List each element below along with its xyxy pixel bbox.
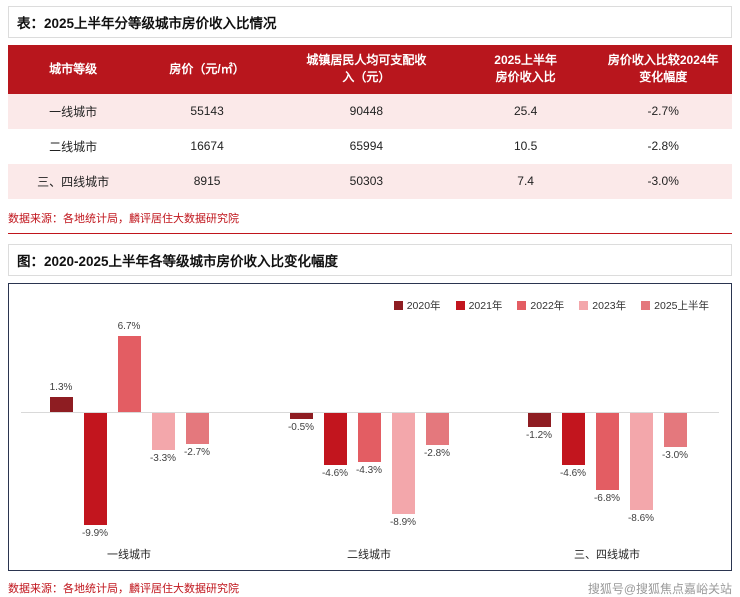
cell-price: 16674	[190, 139, 224, 154]
cell-price: 8915	[193, 174, 221, 189]
legend-item: 2021年	[455, 298, 503, 313]
bar-value-label: -1.2%	[525, 429, 553, 441]
bar-segment	[595, 412, 619, 490]
chart-category-label: 三、四线城市	[574, 548, 640, 561]
table-row: 一线城市 55143 90448 25.4 -2.7%	[8, 93, 732, 129]
bar-segment	[391, 412, 415, 514]
table-row: 二线城市 16674 65994 10.5 -2.8%	[8, 128, 732, 164]
bar-value-label: -8.6%	[627, 512, 655, 524]
bar-segment	[425, 412, 449, 445]
bar-segment	[357, 412, 381, 462]
cell-tier: 一线城市	[49, 104, 98, 119]
legend-item: 2023年	[579, 298, 626, 313]
watermark-text: 搜狐号@搜狐焦点嘉峪关站	[587, 581, 732, 596]
price-income-table: 城市等级 房价（元/㎡） 城镇居民人均可支配收 入（元） 2025上半年 房价收…	[8, 45, 732, 199]
chart-category-label: 二线城市	[347, 548, 391, 561]
bar-value-label: -2.8%	[423, 447, 451, 459]
table-source-note: 数据来源：各地统计局，麟评居住大数据研究院	[8, 212, 239, 225]
legend-swatch	[517, 300, 527, 310]
cell-change: -2.7%	[647, 104, 679, 119]
bar-value-label: -8.9%	[389, 516, 417, 528]
col-header-ratio: 2025上半年 房价收入比	[456, 45, 595, 94]
bar-value-label: -4.3%	[355, 464, 383, 476]
table-header-row: 城市等级 房价（元/㎡） 城镇居民人均可支配收 入（元） 2025上半年 房价收…	[8, 45, 732, 94]
col-header-income: 城镇居民人均可支配收 入（元）	[275, 45, 457, 94]
legend-label: 2025上半年	[654, 299, 709, 312]
chart-title: 图：2020-2025上半年各等级城市房价收入比变化幅度	[8, 243, 732, 276]
bar-segment	[561, 412, 585, 465]
bar-value-label: -3.0%	[661, 449, 689, 461]
cell-ratio: 7.4	[517, 174, 534, 189]
bar-segment	[629, 412, 653, 510]
chart-plot: 1.3% -9.9% 6.7% -3.3% -2.7% 一线城市 -0.5% -4.6% -4.…	[9, 284, 731, 570]
bar-segment	[117, 335, 141, 412]
col-header-city-tier: 城市等级	[8, 45, 139, 94]
bar-chart: 2020年 2021年 2022年 2023年 2025上半年 1.3% -9.9% 6.7…	[8, 282, 732, 571]
cell-income: 90448	[349, 104, 384, 119]
cell-price: 55143	[190, 104, 224, 119]
table-row: 三、四线城市 8915 50303 7.4 -3.0%	[8, 163, 732, 199]
bar-segment	[663, 412, 687, 447]
bar-value-label: 1.3%	[49, 381, 73, 393]
cell-income: 50303	[349, 174, 384, 189]
cell-income: 65994	[349, 139, 384, 154]
bar-value-label: -3.3%	[149, 452, 177, 464]
legend-swatch	[393, 300, 403, 310]
legend-item: 2025上半年	[641, 298, 709, 313]
bar-value-label: 6.7%	[117, 320, 141, 332]
bar-value-label: -4.6%	[559, 467, 587, 479]
bar-segment	[527, 412, 551, 427]
legend-label: 2021年	[468, 299, 503, 312]
cell-change: -3.0%	[647, 174, 679, 189]
col-header-change: 房价收入比较2024年 变化幅度	[594, 45, 732, 94]
legend-item: 2022年	[517, 298, 564, 313]
bar-segment	[289, 412, 313, 419]
col-header-price: 房价（元/㎡）	[138, 45, 276, 94]
chart-legend: 2020年 2021年 2022年 2023年 2025上半年	[393, 298, 709, 313]
cell-change: -2.8%	[647, 139, 679, 154]
legend-label: 2020年	[406, 299, 441, 312]
bar-value-label: -9.9%	[81, 527, 109, 539]
zero-axis-line	[21, 411, 719, 413]
bar-value-label: -0.5%	[287, 421, 315, 433]
legend-label: 2023年	[592, 299, 627, 312]
bar-value-label: -2.7%	[183, 446, 211, 458]
chart-source-note: 数据来源：各地统计局，麟评居住大数据研究院	[8, 583, 239, 596]
legend-label: 2022年	[530, 299, 565, 312]
bar-segment	[83, 412, 107, 525]
bar-value-label: -6.8%	[593, 492, 621, 504]
cell-tier: 三、四线城市	[37, 174, 110, 189]
bar-segment	[323, 412, 347, 465]
cell-ratio: 25.4	[513, 104, 538, 119]
legend-swatch	[579, 300, 589, 310]
footer: 数据来源：各地统计局，麟评居住大数据研究院 搜狐号@搜狐焦点嘉峪关站	[8, 580, 732, 597]
cell-tier: 二线城市	[49, 139, 98, 154]
legend-swatch	[455, 300, 465, 310]
bar-segment	[151, 412, 175, 450]
chart-category-label: 一线城市	[107, 548, 151, 561]
table-title: 表：2025上半年分等级城市房价收入比情况	[8, 6, 732, 38]
section-divider	[8, 232, 732, 234]
bar-value-label: -4.6%	[321, 467, 349, 479]
legend-swatch	[641, 300, 651, 310]
bar-segment	[49, 396, 73, 412]
legend-item: 2020年	[393, 298, 441, 313]
cell-ratio: 10.5	[513, 139, 538, 154]
bar-segment	[185, 412, 209, 444]
